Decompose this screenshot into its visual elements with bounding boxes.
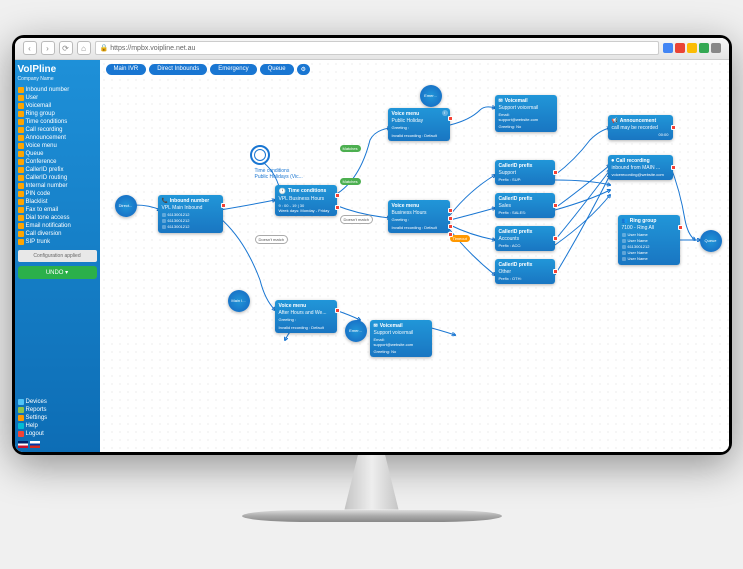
sidebar-bottom-menu: DevicesReportsSettingsHelpLogout [18,398,97,438]
node-announcement[interactable]: 📢Announcement call may be recorded 00:00 [608,115,673,140]
screen: ‹ › ⟳ ⌂ 🔒https://mpbx.voipline.net.au Vo… [15,38,729,452]
node-voicemenu-afterhours[interactable]: Voice menu After Hours and We... Greetin… [275,300,337,333]
sidebar-item[interactable]: User [18,94,97,102]
phone-icon: 📞 [162,198,168,204]
screen-bezel: ‹ › ⟳ ⌂ 🔒https://mpbx.voipline.net.au Vo… [12,35,732,455]
sidebar-item[interactable]: Inbound number [18,86,97,94]
home-button[interactable]: ⌂ [77,41,91,55]
sidebar-item[interactable]: Blacklist [18,198,97,206]
browser-chrome: ‹ › ⟳ ⌂ 🔒https://mpbx.voipline.net.au [15,38,729,60]
sidebar-item[interactable]: Call diversion [18,230,97,238]
mail-icon: ✉ [499,98,503,104]
node-voicemail-1[interactable]: ✉Voicemail Support voicemail Email: supp… [495,95,557,132]
badge-timeout: Timeout [450,235,470,242]
sidebar-menu: Inbound numberUserVoicemailRing groupTim… [18,86,97,246]
time-label: Time conditionsPublic Holidays (Vic... [255,168,303,180]
app-container: VoIPline Company Name Inbound numberUser… [15,60,729,452]
badge-nomatch: Doesn't match [340,215,373,224]
monitor-frame: ‹ › ⟳ ⌂ 🔒https://mpbx.voipline.net.au Vo… [12,35,732,535]
tab-emergency[interactable]: Emergency [210,64,256,75]
tab-queue[interactable]: Queue [260,64,294,75]
mail-icon: ✉ [374,323,378,329]
sidebar-item[interactable]: Voicemail [18,102,97,110]
flow-canvas[interactable]: Main IVR Direct Inbounds Emergency Queue… [100,60,729,452]
circle-queue[interactable]: Queue [700,230,722,252]
lock-icon: 🔒 [100,44,109,52]
node-callerid-other[interactable]: CallerID prefix Other Prefix : OTH: [495,259,555,284]
sidebar-item[interactable]: Call recording [18,126,97,134]
flag-uk-icon[interactable] [18,441,28,448]
sidebar-item[interactable]: Announcement [18,134,97,142]
sidebar-bottom-item[interactable]: Devices [18,398,97,406]
node-inbound[interactable]: 📞Inbound number VPL Main Inbound 6113001… [158,195,223,233]
sidebar-item[interactable]: Ring group [18,110,97,118]
node-callerid-sales[interactable]: CallerID prefix Sales Prefix : SALES: [495,193,555,218]
sidebar-item[interactable]: Time conditions [18,118,97,126]
sidebar: VoIPline Company Name Inbound numberUser… [15,60,100,452]
node-ring-group[interactable]: 👥Ring group 7100 - Ring All User Name Us… [618,215,680,265]
sidebar-bottom-item[interactable]: Logout [18,430,97,438]
ext-icon[interactable] [663,43,673,53]
back-button[interactable]: ‹ [23,41,37,55]
tab-direct[interactable]: Direct Inbounds [149,64,207,75]
record-icon: ⏺ [612,158,615,164]
circle-emergency-1[interactable]: Emer... [420,85,442,107]
time-condition-icon-1[interactable] [250,145,270,165]
ext-icon[interactable] [699,43,709,53]
flag-ru-icon[interactable] [30,441,40,448]
url-bar[interactable]: 🔒https://mpbx.voipline.net.au [95,41,659,55]
node-callerid-accounts[interactable]: CallerID prefix Accounts Prefix : ACC: [495,226,555,251]
sidebar-bottom-item[interactable]: Settings [18,414,97,422]
badge-nomatch-2: Doesn't match [255,235,288,244]
info-icon: i [442,110,448,116]
group-icon: 👥 [622,218,628,224]
tab-settings-icon[interactable]: ⚙ [297,64,310,75]
sidebar-item[interactable]: Queue [18,150,97,158]
circle-direct[interactable]: Direct... [115,195,137,217]
sidebar-bottom-item[interactable]: Help [18,422,97,430]
sidebar-item[interactable]: SIP trunk [18,238,97,246]
undo-button[interactable]: UNDO ▾ [18,266,97,279]
sidebar-item[interactable]: PIN code [18,190,97,198]
sidebar-item[interactable]: Dial tone access [18,214,97,222]
forward-button[interactable]: › [41,41,55,55]
ext-icon[interactable] [675,43,685,53]
node-voicemenu-business[interactable]: Voice menu Business Hours Greeting : Inv… [388,200,450,233]
circle-emergency-2[interactable]: Emer... [345,320,367,342]
sidebar-item[interactable]: Internal number [18,182,97,190]
sidebar-item[interactable]: Conference [18,158,97,166]
speaker-icon: 📢 [612,118,618,124]
extension-icons [663,43,721,53]
ext-icon[interactable] [687,43,697,53]
canvas-tabs: Main IVR Direct Inbounds Emergency Queue… [106,64,310,75]
company-name: Company Name [18,76,97,82]
sidebar-item[interactable]: CallerID routing [18,174,97,182]
node-callerid-support[interactable]: CallerID prefix Support Prefix : SUP: [495,160,555,185]
reload-button[interactable]: ⟳ [59,41,73,55]
node-voicemenu-holiday[interactable]: Voice menu Public Holiday Greeting : Inv… [388,108,450,141]
node-voicemail-2[interactable]: ✉Voicemail Support voicemail Email: supp… [370,320,432,357]
sidebar-item[interactable]: Voice menu [18,142,97,150]
sidebar-bottom-item[interactable]: Reports [18,406,97,414]
node-time-conditions[interactable]: 🕐Time conditions VPL Business Hours 9 : … [275,185,337,216]
badge-matches-2: Matches [340,178,361,185]
menu-icon[interactable] [711,43,721,53]
language-flags [18,441,97,448]
monitor-stand [327,455,417,510]
sidebar-item[interactable]: Fax to email [18,206,97,214]
config-applied-button[interactable]: Configuration applied [18,250,97,262]
logo: VoIPline [18,64,97,75]
monitor-base [242,510,502,522]
url-text: https://mpbx.voipline.net.au [110,45,195,52]
node-call-recording[interactable]: ⏺Call recording inbound from MAIN ... vo… [608,155,673,180]
badge-matches: Matches [340,145,361,152]
circle-main[interactable]: Main I... [228,290,250,312]
sidebar-item[interactable]: Email notification [18,222,97,230]
tab-main-ivr[interactable]: Main IVR [106,64,147,75]
clock-icon: 🕐 [279,188,286,195]
sidebar-item[interactable]: CallerID prefix [18,166,97,174]
